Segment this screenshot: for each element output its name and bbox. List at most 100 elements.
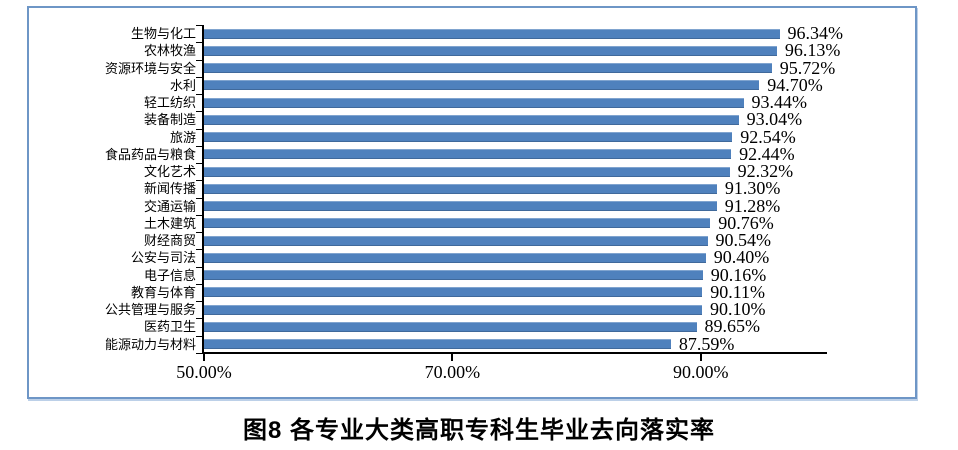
bar-row: 公安与司法 90.40%	[29, 248, 915, 266]
bar	[204, 114, 739, 125]
bar-row: 轻工纺织 93.44%	[29, 92, 915, 112]
bar	[204, 339, 671, 349]
category-label: 水利	[169, 77, 196, 93]
category-axis-tick	[196, 94, 203, 95]
category-axis-tick	[196, 318, 203, 320]
category-axis-tick	[196, 128, 203, 130]
bar	[204, 201, 717, 211]
category-label: 装备制造	[143, 112, 196, 128]
category-axis-tick	[196, 76, 203, 78]
category-label: 旅游	[169, 129, 196, 145]
bar	[204, 235, 708, 246]
bar	[204, 218, 711, 229]
value-axis-tick-label: 50.00%	[176, 362, 232, 382]
category-label: 交通运输	[143, 198, 196, 214]
category-label: 生物与化工	[130, 26, 196, 41]
value-axis-tick	[203, 354, 205, 361]
bar	[204, 321, 697, 332]
bar	[204, 287, 703, 298]
bar-row: 旅游 92.54%	[29, 126, 915, 147]
bar-value-label: 89.65%	[704, 316, 761, 337]
bar-row: 公共管理与服务 90.10%	[29, 299, 915, 319]
bar-row: 装备制造 93.04%	[29, 109, 915, 130]
category-axis-tick	[196, 59, 203, 61]
category-axis-tick	[196, 352, 203, 354]
bar-value-label: 96.34%	[787, 23, 844, 43]
bar	[204, 252, 706, 263]
bar-value-label: 90.10%	[710, 299, 766, 319]
bar	[204, 28, 780, 39]
category-label: 公安与司法	[130, 250, 196, 266]
category-axis-tick	[196, 335, 203, 337]
value-axis-tick	[451, 354, 454, 361]
category-axis-tick	[196, 25, 203, 26]
category-label: 资源环境与安全	[104, 60, 196, 76]
bar-row: 医药卫生 89.65%	[29, 316, 915, 337]
category-axis-tick	[196, 283, 203, 285]
bar-row: 农林牧渔 96.13%	[29, 40, 915, 61]
bar-value-label: 91.30%	[724, 178, 781, 199]
category-axis-tick	[196, 266, 203, 268]
category-label: 农林牧渔	[143, 43, 196, 59]
category-axis-tick	[196, 180, 203, 182]
bar	[204, 166, 730, 177]
bar-row: 水利 94.70%	[29, 74, 915, 95]
bar-value-label: 94.70%	[767, 74, 823, 95]
category-label: 能源动力与材料	[104, 336, 196, 352]
bar-value-label: 90.54%	[715, 230, 772, 250]
category-axis-tick	[196, 42, 203, 44]
value-axis-tick-label: 70.00%	[424, 362, 481, 382]
category-label: 财经商贸	[143, 233, 196, 248]
bar-row: 生物与化工 96.34%	[29, 23, 915, 43]
category-label: 轻工纺织	[143, 95, 196, 110]
bar-row: 能源动力与材料 87.59%	[29, 333, 915, 354]
value-axis-tick	[699, 354, 702, 361]
bar	[204, 63, 772, 73]
bar-row: 新闻传播 91.30%	[29, 178, 915, 199]
bar-row: 食品药品与粮食 92.44%	[29, 143, 915, 164]
bar-value-label: 87.59%	[678, 333, 735, 354]
bar-value-label: 93.44%	[751, 92, 808, 112]
bar-value-label: 95.72%	[779, 57, 836, 78]
figure-frame: 生物与化工 96.34% 农林牧渔 96.13% 资源环境与安全 95.72% 水利 94.7…	[27, 6, 917, 399]
value-axis-line	[202, 352, 827, 354]
bar	[204, 270, 703, 280]
bar-value-label: 92.54%	[740, 126, 796, 147]
category-axis-line	[202, 25, 204, 354]
bar-value-label: 92.32%	[737, 161, 794, 181]
category-label: 教育与体育	[130, 284, 196, 300]
category-label: 食品药品与粮食	[104, 146, 196, 162]
bar	[204, 97, 744, 108]
category-axis-tick	[196, 249, 203, 251]
bar-value-label: 90.16%	[710, 264, 767, 285]
bar-value-label: 90.11%	[710, 281, 766, 302]
category-label: 医药卫生	[143, 319, 196, 335]
bar-row: 资源环境与安全 95.72%	[29, 57, 915, 78]
bar-value-label: 90.76%	[718, 212, 774, 233]
value-axis-tick-label: 90.00%	[673, 362, 729, 382]
category-axis-tick	[196, 111, 203, 113]
category-label: 新闻传播	[143, 181, 196, 197]
category-axis-tick	[196, 145, 203, 147]
bar-row: 交通运输 91.28%	[29, 195, 915, 216]
bar-row: 文化艺术 92.32%	[29, 161, 915, 181]
bar	[204, 132, 733, 142]
bar-value-label: 92.44%	[739, 143, 795, 164]
bar	[204, 304, 702, 315]
bar-value-label: 96.13%	[784, 40, 841, 61]
category-label: 电子信息	[143, 267, 196, 283]
category-axis-tick	[196, 301, 203, 302]
bar	[204, 149, 732, 160]
category-label: 土木建筑	[143, 215, 196, 231]
plot-area: 生物与化工 96.34% 农林牧渔 96.13% 资源环境与安全 95.72% 水利 94.7…	[29, 8, 915, 397]
bar	[204, 80, 760, 91]
category-axis-tick	[196, 214, 203, 216]
bar-value-label: 91.28%	[724, 195, 781, 216]
bar-row: 教育与体育 90.11%	[29, 281, 915, 302]
category-axis-tick	[196, 197, 203, 199]
category-label: 公共管理与服务	[104, 302, 196, 317]
category-axis-tick	[196, 232, 203, 233]
bar	[204, 45, 777, 56]
bar-value-label: 93.04%	[746, 109, 803, 130]
bar-row: 土木建筑 90.76%	[29, 212, 915, 233]
